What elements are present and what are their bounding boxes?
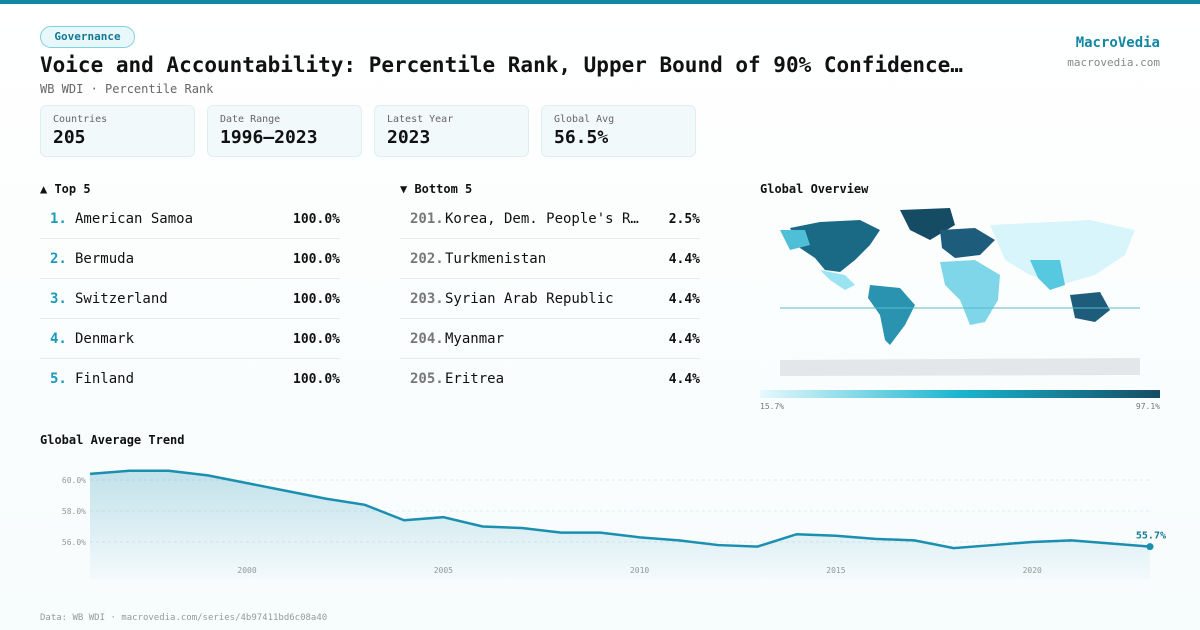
rank: 5. <box>50 371 67 387</box>
country-value: 4.4% <box>668 332 700 347</box>
separator <box>400 278 700 279</box>
stat-label: Date Range <box>220 114 281 125</box>
country <box>940 228 995 258</box>
country-name: American Samoa <box>75 211 194 227</box>
rank: 202. <box>410 251 444 267</box>
country <box>940 260 1000 325</box>
trend-chart: 56.0%58.0%60.0%2000200520102015202055.7% <box>62 469 1166 579</box>
country-name: Switzerland <box>75 291 168 307</box>
country <box>1070 292 1110 322</box>
trend-line <box>89 469 1151 550</box>
y-tick-label: 60.0% <box>62 476 86 485</box>
country-value: 4.4% <box>668 372 700 387</box>
separator <box>40 238 340 239</box>
stat-value: 2023 <box>387 127 431 148</box>
country-value: 100.0% <box>293 292 340 307</box>
stat-card: Latest Year 2023 <box>374 105 529 157</box>
country-value: 100.0% <box>293 332 340 347</box>
separator <box>40 278 340 279</box>
country <box>1030 260 1065 290</box>
rank: 204. <box>410 331 444 347</box>
rank: 201. <box>410 211 444 227</box>
y-tick-label: 58.0% <box>62 507 86 516</box>
antarctica <box>780 358 1140 376</box>
country-name: Finland <box>75 371 135 387</box>
country-value: 100.0% <box>293 212 340 227</box>
stat-label: Latest Year <box>387 114 454 125</box>
stat-value: 1996–2023 <box>220 127 318 148</box>
rank: 3. <box>50 291 67 307</box>
rank: 2. <box>50 251 67 267</box>
separator <box>400 358 700 359</box>
country <box>868 285 915 345</box>
chart-title: Global Average Trend <box>40 433 185 447</box>
stat-card: Date Range 1996–2023 <box>207 105 362 157</box>
country <box>790 220 880 272</box>
badge: Governance <box>40 26 135 48</box>
area <box>90 470 1150 579</box>
country-value: 4.4% <box>668 292 700 307</box>
separator <box>40 358 340 359</box>
color-scale <box>760 390 1160 398</box>
rank: 1. <box>50 211 67 227</box>
country-name: Bermuda <box>75 251 135 267</box>
stat-value: 56.5% <box>554 127 609 148</box>
scale-max: 97.1% <box>1135 402 1160 411</box>
brand: MacroVedia <box>1075 35 1160 51</box>
top-title: ▲ Top 5 <box>40 182 91 196</box>
country-name: Denmark <box>75 331 135 347</box>
rank: 205. <box>410 371 444 387</box>
top-bar <box>0 0 1200 4</box>
country <box>820 270 855 290</box>
footer: Data: WB WDI · macrovedia.com/series/4b9… <box>40 613 328 623</box>
value-label: 55.7% <box>1136 531 1166 542</box>
rank: 203. <box>410 291 444 307</box>
country-value: 100.0% <box>293 372 340 387</box>
rank: 4. <box>50 331 67 347</box>
title: Voice and Accountability: Percentile Ran… <box>40 53 963 77</box>
subtitle: WB WDI · Percentile Rank <box>40 82 214 96</box>
separator <box>40 318 340 319</box>
map-title: Global Overview <box>760 182 869 196</box>
stat-card: Global Avg 56.5% <box>541 105 696 157</box>
scale-min: 15.7% <box>760 402 785 411</box>
stat-label: Countries <box>53 114 108 125</box>
country-name: Korea, Dem. People's R… <box>445 211 639 227</box>
stat-value: 205 <box>53 127 86 148</box>
country-value: 2.5% <box>668 212 700 227</box>
country-value: 100.0% <box>293 252 340 267</box>
end-point <box>1146 543 1154 551</box>
world-map <box>780 208 1140 376</box>
site: macrovedia.com <box>1067 56 1160 69</box>
country-name: Syrian Arab Republic <box>445 291 614 307</box>
stat-label: Global Avg <box>554 114 615 125</box>
country-name: Myanmar <box>445 331 505 347</box>
y-tick-label: 56.0% <box>62 538 86 547</box>
country-name: Turkmenistan <box>445 251 547 267</box>
country <box>780 230 810 250</box>
separator <box>400 318 700 319</box>
stat-card: Countries 205 <box>40 105 195 157</box>
country-name: Eritrea <box>445 371 505 387</box>
separator <box>400 238 700 239</box>
country <box>990 220 1135 285</box>
country-value: 4.4% <box>668 252 700 267</box>
bottom-title: ▼ Bottom 5 <box>400 182 473 196</box>
